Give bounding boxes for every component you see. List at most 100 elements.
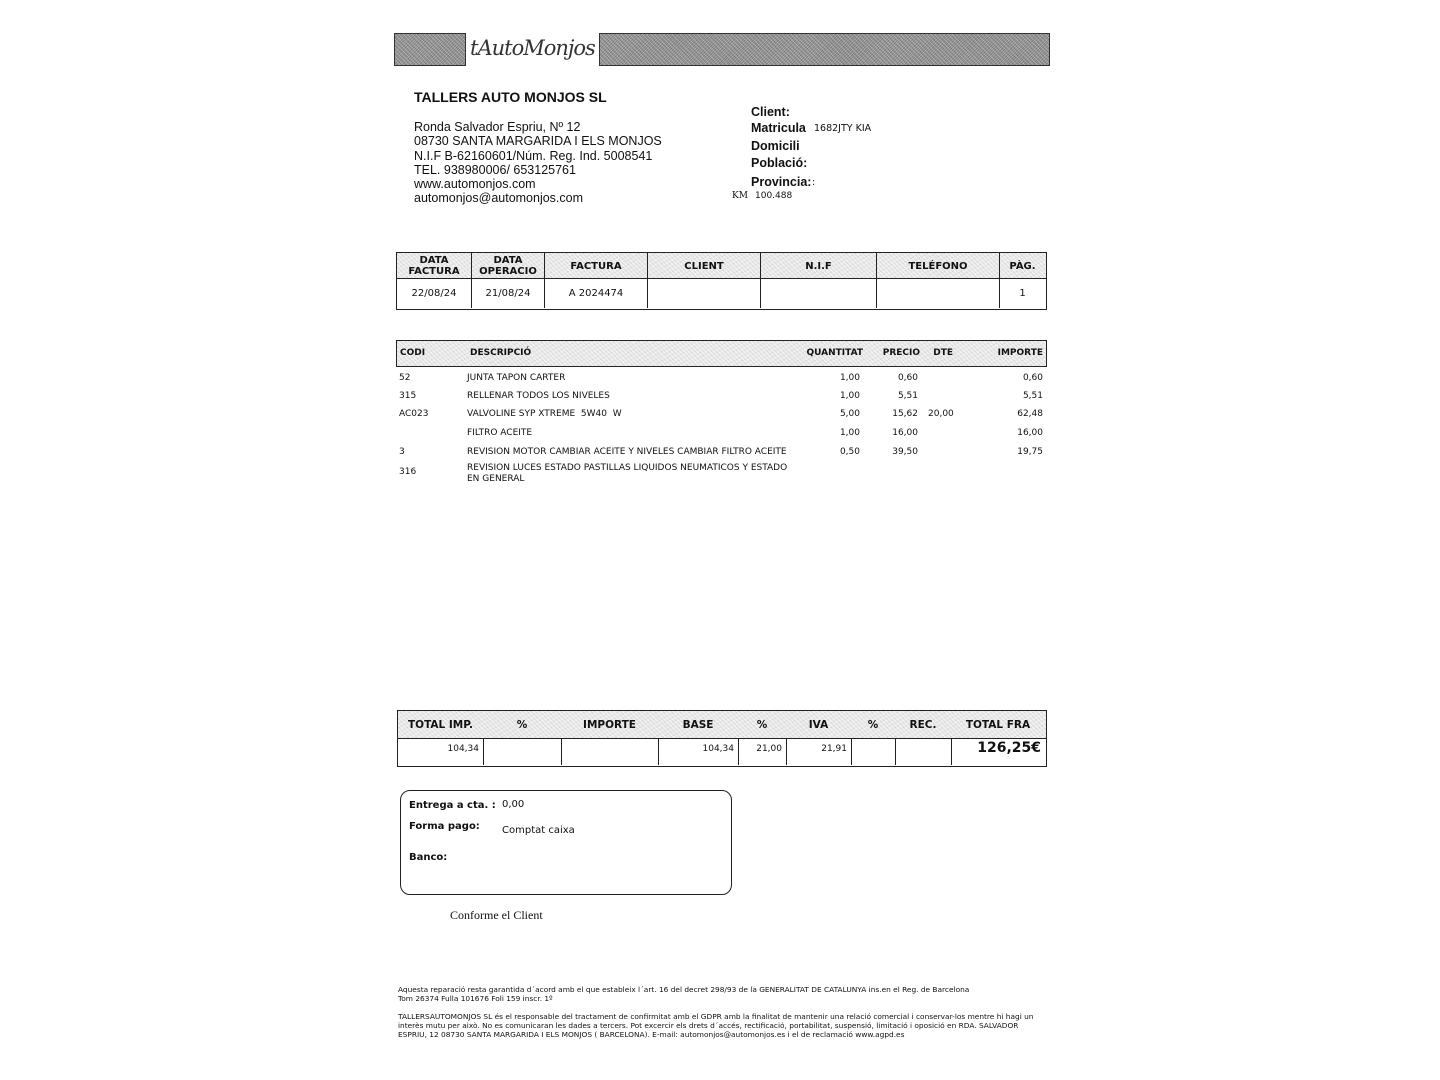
company-name: TALLERS AUTO MONJOS SL <box>414 89 607 105</box>
provincia-value: : <box>812 177 816 188</box>
entrega-value: 0,00 <box>502 799 525 810</box>
header-value-2: A 2024474 <box>544 279 647 308</box>
item-precio: 5,51 <box>897 391 918 401</box>
totals-value-4: 21,00 <box>738 739 786 765</box>
banco-label: Banco: <box>409 852 448 863</box>
item-codi: 316 <box>399 467 417 477</box>
totals-value-7 <box>895 739 951 765</box>
totals-col-0: TOTAL IMP. <box>407 718 474 731</box>
item-quantitat: 1,00 <box>839 373 860 383</box>
totals-value-5: 21,91 <box>786 739 851 765</box>
totals-table: TOTAL IMP. 104,34% IMPORTE BASE 104,34% 21,00… <box>397 710 1047 767</box>
item-codi: 52 <box>399 373 411 383</box>
item-codi: 315 <box>399 391 417 401</box>
item-quantitat: 0,50 <box>839 447 860 457</box>
header-value-1: 21/08/24 <box>471 279 544 308</box>
table-row: 52 JUNTA TAPON CARTER 1,00 0,60 0,60 <box>396 373 1047 395</box>
item-precio: 39,50 <box>892 447 918 457</box>
item-precio: 16,00 <box>892 428 918 438</box>
header-value-6: 1 <box>999 279 1045 308</box>
item-descripcio: FILTRO ACEITE <box>467 428 533 438</box>
header-value-3 <box>647 279 760 308</box>
footer-line: interès mutu per això. No es comunicaran… <box>398 1021 1019 1030</box>
matricula-label: Matricula <box>751 121 806 135</box>
items-header: CODI DESCRIPCIÓ QUANTITAT PRECIO DTE IMPORTE <box>396 340 1047 367</box>
table-row: 316 REVISION LUCES ESTADO PASTILLAS LIQUI… <box>396 463 1047 485</box>
header-value-5 <box>876 279 999 308</box>
item-importe: 5,51 <box>1022 391 1043 401</box>
address-line: Ronda Salvador Espriu, Nº 12 <box>414 120 581 134</box>
header-col-0: DATA FACTURA <box>408 255 460 277</box>
footer-line: ESPRIU, 12 08730 SANTA MARGARIDA I ELS M… <box>398 1030 905 1039</box>
logo: tAutoMonjos <box>470 36 596 60</box>
totals-col-7: REC. <box>909 718 937 731</box>
poblacio-label: Població: <box>751 156 808 170</box>
km-value: 100.488 <box>755 191 793 201</box>
item-precio: 0,60 <box>897 373 918 383</box>
header-value-4 <box>760 279 876 308</box>
footer-warranty: Aquesta reparació resta garantida d´acor… <box>398 985 969 1003</box>
logo-right-block <box>599 33 1050 66</box>
totals-value-6 <box>851 739 895 765</box>
totals-value-2 <box>561 739 658 765</box>
item-descripcio: REVISION MOTOR CAMBIAR ACEITE Y NIVELES … <box>467 447 787 457</box>
items-col-descripcio: DESCRIPCIÓ <box>470 348 532 358</box>
items-list: 52 JUNTA TAPON CARTER 1,00 0,60 0,60 315 RELLE… <box>396 373 1047 493</box>
table-row: FILTRO ACEITE 1,00 16,00 16,00 <box>396 428 1047 450</box>
header-value-0: 22/08/24 <box>411 288 457 299</box>
header-col-4: N.I.F <box>760 253 876 279</box>
totals-col-2: IMPORTE <box>583 718 636 731</box>
payment-box: Entrega a cta. : 0,00 Forma pago: Compta… <box>400 790 732 895</box>
totals-value-8: 126,25€ <box>951 739 1045 765</box>
item-importe: 0,60 <box>1022 373 1043 383</box>
totals-header-bg <box>398 711 1046 739</box>
items-col-quantitat: QUANTITAT <box>806 348 863 358</box>
items-col-importe: IMPORTE <box>997 348 1043 358</box>
table-row: AC023 VALVOLINE SYP XTREME 5W40 W 5,00 15,6… <box>396 409 1047 431</box>
totals-col-4: % <box>756 718 768 731</box>
forma-pago-label: Forma pago: <box>409 821 480 832</box>
item-importe: 16,00 <box>1017 428 1043 438</box>
conforme-client: Conforme el Client <box>450 908 543 922</box>
table-row: 3 REVISION MOTOR CAMBIAR ACEITE Y NIVELES… <box>396 447 1047 469</box>
footer-line: Aquesta reparació resta garantida d´acor… <box>398 985 970 994</box>
item-precio: 15,62 <box>892 409 918 419</box>
forma-pago-value: Comptat caixa <box>502 825 575 836</box>
footer-gdpr: TALLERSAUTOMONJOS SL és el responsable d… <box>398 1012 1033 1039</box>
header-col-5: TELÉFONO <box>876 253 999 279</box>
item-quantitat: 1,00 <box>839 391 860 401</box>
header-col-3: CLIENT <box>647 253 760 279</box>
totals-col-3: BASE <box>682 718 714 731</box>
address-line: www.automonjos.com <box>414 177 536 192</box>
item-descripcio: JUNTA TAPON CARTER <box>467 373 566 383</box>
header-row-bg <box>397 253 1046 279</box>
item-importe: 19,75 <box>1017 447 1043 457</box>
item-descripcio: RELLENAR TODOS LOS NIVELES <box>467 391 610 401</box>
header-col-1: DATA OPERACIO <box>471 253 544 279</box>
footer-line: TALLERSAUTOMONJOS SL és el responsable d… <box>398 1012 1034 1021</box>
entrega-label: Entrega a cta. : <box>409 800 496 811</box>
items-col-codi: CODI <box>400 348 426 358</box>
address-line: 08730 SANTA MARGARIDA I ELS MONJOS <box>414 134 662 149</box>
company-address: Ronda Salvador Espriu, Nº 12 08730 SANTA … <box>414 120 662 206</box>
matricula-value: 1682JTY KIA <box>814 123 872 134</box>
totals-col-6: % <box>867 718 879 731</box>
item-importe: 62,48 <box>1017 409 1043 419</box>
address-line: N.I.F B-62160601/Núm. Reg. Ind. 5008541 <box>414 148 653 163</box>
item-quantitat: 1,00 <box>839 428 860 438</box>
address-line: TEL. 938980006/ 653125761 <box>414 162 576 177</box>
item-dte: 20,00 <box>928 409 954 419</box>
address-line: automonjos@automonjos.com <box>414 191 584 206</box>
invoice-header-table: DATA FACTURA 22/08/24 DATA OPERACIO 21/08/2… <box>396 252 1047 310</box>
totals-value-3: 104,34 <box>658 739 738 765</box>
km-label: KM <box>732 191 748 201</box>
items-col-dte: DTE <box>933 348 953 358</box>
client-label: Client: <box>751 105 790 119</box>
totals-col-1: % <box>516 718 528 731</box>
totals-value-1 <box>483 739 561 765</box>
header-col-6: PÀG. <box>999 253 1045 279</box>
provincia-label: Provincia: <box>751 175 812 189</box>
item-descripcio: VALVOLINE SYP XTREME 5W40 W <box>467 409 622 419</box>
table-row: 315 RELLENAR TODOS LOS NIVELES 1,00 5,51 5,5… <box>396 391 1047 413</box>
logo-left-block <box>394 33 466 66</box>
